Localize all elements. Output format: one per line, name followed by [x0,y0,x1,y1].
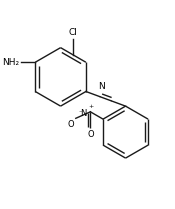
Text: N: N [80,109,86,118]
Text: +: + [89,104,94,108]
Text: NH₂: NH₂ [2,58,19,67]
Text: ⁻: ⁻ [79,111,83,117]
Text: O: O [68,120,74,129]
Text: Cl: Cl [69,28,78,37]
Text: N: N [98,82,105,91]
Text: O: O [87,130,94,139]
